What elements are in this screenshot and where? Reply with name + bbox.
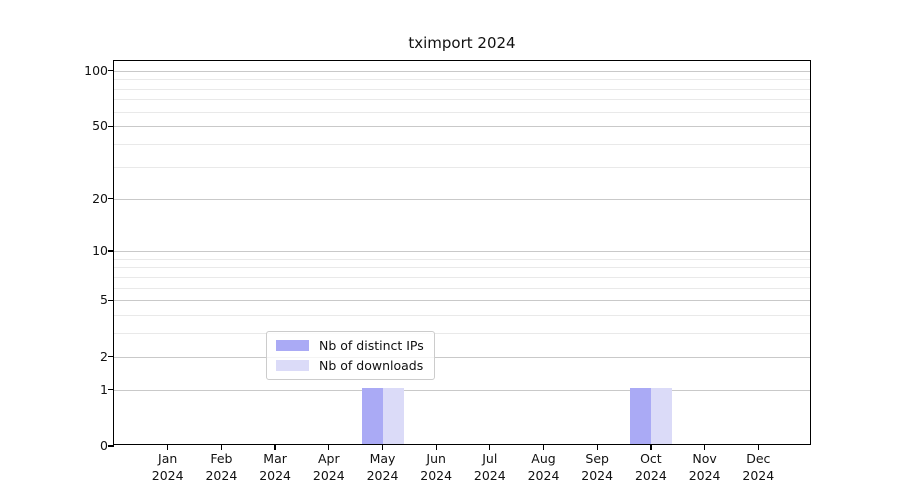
gridline-minor-80 bbox=[114, 88, 810, 90]
x-tick-month-may: May bbox=[369, 451, 396, 466]
y-tick-label-10: 10 bbox=[92, 243, 108, 259]
x-tick-month-feb: Feb bbox=[210, 451, 233, 466]
x-tick-year-oct: 2024 bbox=[634, 467, 667, 483]
gridline-minor-90 bbox=[114, 79, 810, 81]
x-tick-apr bbox=[328, 444, 330, 450]
x-tick-label-may: May 2024 bbox=[348, 451, 418, 484]
gridline-minor-7 bbox=[114, 276, 810, 278]
x-tick-oct bbox=[650, 444, 652, 450]
x-tick-jul bbox=[489, 444, 491, 450]
legend-label-downloads: Nb of downloads bbox=[319, 358, 424, 373]
y-tick-0 bbox=[108, 445, 114, 447]
y-tick-label-2: 2 bbox=[100, 348, 108, 364]
x-tick-month-aug: Aug bbox=[531, 451, 556, 466]
gridline-minor-30 bbox=[114, 166, 810, 168]
x-tick-label-sep: Sep 2024 bbox=[562, 451, 632, 484]
x-tick-year-dec: 2024 bbox=[742, 467, 775, 483]
gridline-minor-6 bbox=[114, 287, 810, 289]
gridline-major-100 bbox=[114, 70, 810, 72]
plot-area: 0 1 2 5 10 20 50 100 Jan 2024 Feb 2024 Mar 2024 Apr 202… bbox=[84, 60, 811, 483]
gridline-major-2 bbox=[114, 356, 810, 358]
x-tick-month-jun: Jun bbox=[426, 451, 446, 466]
x-tick-month-oct: Oct bbox=[640, 451, 662, 466]
x-tick-may bbox=[381, 444, 384, 450]
x-tick-label-dec: Dec 2024 bbox=[723, 451, 793, 484]
gridline-minor-3 bbox=[114, 333, 810, 335]
y-tick-1 bbox=[108, 388, 114, 391]
legend-swatch-downloads bbox=[276, 360, 309, 371]
legend-entry-distinct-ips: Nb of distinct IPs bbox=[276, 338, 424, 353]
x-tick-year-may: 2024 bbox=[366, 467, 399, 483]
gridline-minor-9 bbox=[114, 258, 810, 260]
x-tick-label-jul: Jul 2024 bbox=[455, 451, 525, 484]
legend: Nb of distinct IPs Nb of downloads bbox=[266, 331, 435, 380]
bar-nb-of-distinct-ips-may bbox=[361, 387, 383, 444]
bar-nb-of-downloads-oct bbox=[650, 387, 672, 444]
gridline-minor-4 bbox=[114, 315, 810, 317]
y-tick-10 bbox=[108, 250, 114, 252]
x-tick-month-jul: Jul bbox=[482, 451, 498, 466]
gridline-major-1 bbox=[114, 389, 810, 391]
x-tick-year-sep: 2024 bbox=[581, 467, 614, 483]
gridline-minor-70 bbox=[114, 99, 810, 101]
x-tick-month-jan: Jan bbox=[158, 451, 178, 466]
y-tick-label-20: 20 bbox=[92, 190, 108, 206]
legend-entry-downloads: Nb of downloads bbox=[276, 358, 424, 373]
x-tick-sep bbox=[596, 444, 598, 450]
x-tick-month-mar: Mar bbox=[263, 451, 287, 466]
y-tick-100 bbox=[108, 70, 114, 72]
gridline-major-5 bbox=[114, 300, 810, 302]
gridline-minor-40 bbox=[114, 144, 810, 146]
x-tick-label-apr: Apr 2024 bbox=[294, 451, 364, 484]
gridline-major-10 bbox=[114, 251, 810, 253]
x-tick-label-jan: Jan 2024 bbox=[133, 451, 203, 484]
x-tick-nov bbox=[703, 444, 706, 450]
x-tick-feb bbox=[220, 444, 223, 450]
x-tick-aug bbox=[542, 444, 545, 450]
x-tick-year-aug: 2024 bbox=[527, 467, 560, 483]
x-tick-year-jul: 2024 bbox=[473, 467, 506, 483]
x-tick-label-oct: Oct 2024 bbox=[616, 451, 686, 484]
x-tick-mar bbox=[274, 444, 276, 450]
y-tick-label-1: 1 bbox=[100, 381, 108, 397]
x-tick-label-mar: Mar 2024 bbox=[240, 451, 310, 484]
x-tick-label-aug: Aug 2024 bbox=[509, 451, 579, 484]
x-tick-year-jun: 2024 bbox=[420, 467, 453, 483]
x-tick-jan bbox=[167, 444, 169, 450]
x-tick-month-sep: Sep bbox=[585, 451, 609, 466]
y-tick-label-5: 5 bbox=[100, 292, 108, 308]
y-tick-20 bbox=[108, 197, 114, 200]
gridline-minor-8 bbox=[114, 267, 810, 269]
x-tick-label-feb: Feb 2024 bbox=[186, 451, 256, 484]
x-tick-year-jan: 2024 bbox=[151, 467, 184, 483]
x-tick-year-mar: 2024 bbox=[259, 467, 291, 483]
y-tick-label-100: 100 bbox=[84, 62, 108, 78]
y-tick-2 bbox=[108, 356, 114, 358]
bar-nb-of-distinct-ips-oct bbox=[629, 387, 651, 444]
x-tick-year-nov: 2024 bbox=[688, 467, 721, 483]
chart-title: tximport 2024 bbox=[408, 34, 516, 52]
x-tick-jun bbox=[435, 444, 437, 450]
x-tick-year-feb: 2024 bbox=[205, 467, 238, 483]
x-tick-dec bbox=[757, 444, 759, 450]
bar-nb-of-downloads-may bbox=[382, 387, 404, 444]
x-tick-label-jun: Jun 2024 bbox=[401, 451, 471, 484]
x-tick-label-nov: Nov 2024 bbox=[670, 451, 740, 484]
legend-label-distinct-ips: Nb of distinct IPs bbox=[319, 338, 424, 353]
y-tick-label-0: 0 bbox=[100, 438, 108, 453]
legend-swatch-distinct-ips bbox=[276, 340, 309, 351]
y-tick-5 bbox=[108, 299, 114, 301]
gridline-major-20 bbox=[114, 198, 810, 200]
x-tick-month-nov: Nov bbox=[692, 451, 717, 466]
gridline-major-50 bbox=[114, 126, 810, 128]
x-tick-month-apr: Apr bbox=[317, 451, 340, 466]
y-tick-label-50: 50 bbox=[92, 118, 108, 134]
x-tick-year-apr: 2024 bbox=[312, 467, 345, 483]
x-tick-month-dec: Dec bbox=[746, 451, 771, 466]
gridline-minor-60 bbox=[114, 111, 810, 113]
y-tick-50 bbox=[108, 125, 114, 127]
